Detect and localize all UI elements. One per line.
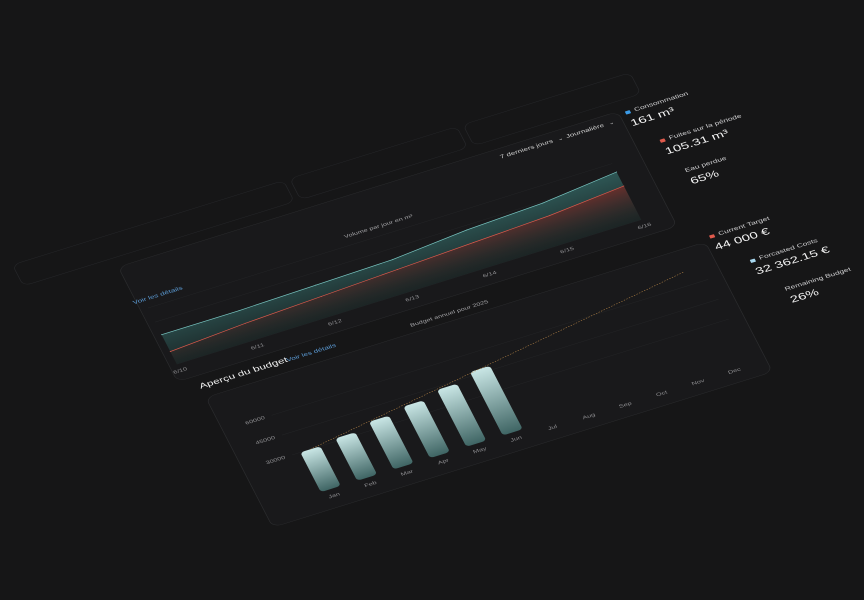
dashboard-plane: Voir les détails Volume par jour en m³ 7… bbox=[11, 40, 864, 540]
data-point bbox=[615, 171, 618, 173]
data-point bbox=[161, 334, 163, 336]
series-area-1 bbox=[170, 186, 642, 365]
x-tick-label: 6/10 bbox=[172, 366, 189, 375]
x-tick-label: 6/12 bbox=[327, 318, 344, 327]
budget-card: Budget annuel pour 2025 30000 45000 60000 … bbox=[205, 241, 773, 528]
dashboard-screen: Voir les détails Volume par jour en m³ 7… bbox=[11, 72, 852, 583]
granularity-select[interactable]: Journalière ⌄ bbox=[564, 119, 616, 140]
data-point bbox=[315, 284, 317, 286]
x-tick-label: Apr bbox=[437, 458, 450, 466]
budget-bar bbox=[336, 433, 377, 480]
data-point bbox=[391, 259, 393, 261]
legend-swatch bbox=[708, 233, 716, 239]
chevron-down-icon: ⌄ bbox=[607, 119, 616, 126]
x-tick-label: 6/16 bbox=[637, 222, 654, 231]
gridline bbox=[154, 177, 620, 323]
x-tick-label: Jun bbox=[509, 435, 523, 444]
x-tick-label: Jul bbox=[547, 424, 558, 432]
x-tick-label: Sep bbox=[618, 401, 633, 410]
data-point bbox=[623, 185, 625, 187]
stat-label-text: Remaining Budget bbox=[783, 266, 852, 293]
range-select-label: 7 derniers jours bbox=[499, 138, 555, 160]
y-tick-label: 45000 bbox=[255, 435, 277, 446]
data-point bbox=[244, 322, 247, 324]
x-tick-label: Mar bbox=[400, 469, 414, 478]
budget-bar bbox=[370, 416, 413, 469]
data-point bbox=[169, 351, 171, 352]
data-point bbox=[548, 215, 550, 217]
budget-bar bbox=[438, 384, 486, 446]
y-tick-label: 30000 bbox=[265, 455, 287, 466]
budget-bar bbox=[301, 447, 340, 492]
stat-label: Remaining Budget bbox=[784, 267, 852, 293]
range-select[interactable]: 7 derniers jours ⌄ bbox=[499, 135, 564, 160]
data-point bbox=[320, 295, 323, 297]
budget-bar-chart: 30000 45000 60000 Jan Feb Mar Apr May Jun Jul Aug… bbox=[244, 271, 742, 500]
y-tick-label: 60000 bbox=[244, 415, 266, 426]
chevron-down-icon: ⌄ bbox=[556, 135, 565, 142]
data-point bbox=[542, 202, 544, 204]
data-point bbox=[466, 229, 468, 231]
x-tick-label: Jan bbox=[327, 491, 341, 500]
data-point bbox=[472, 242, 474, 243]
x-tick-label: 6/14 bbox=[482, 270, 499, 279]
x-tick-label: Dec bbox=[727, 367, 742, 376]
legend-swatch bbox=[659, 138, 666, 143]
granularity-select-label: Journalière bbox=[564, 122, 606, 140]
gridline bbox=[291, 318, 729, 456]
legend-swatch bbox=[624, 109, 632, 115]
data-point bbox=[238, 310, 240, 312]
x-tick-label: 6/13 bbox=[404, 294, 421, 303]
x-tick-label: Aug bbox=[582, 412, 597, 421]
data-point bbox=[396, 269, 398, 270]
x-tick-label: May bbox=[472, 446, 489, 455]
budget-bar bbox=[471, 366, 522, 435]
gridline bbox=[271, 279, 709, 416]
x-tick-label: 6/15 bbox=[559, 246, 576, 255]
consumption-card: Voir les détails Volume par jour en m³ 7… bbox=[117, 111, 678, 383]
x-tick-label: Nov bbox=[691, 378, 707, 387]
x-tick-label: Feb bbox=[363, 480, 378, 489]
gridline bbox=[281, 299, 719, 436]
legend-swatch bbox=[749, 258, 757, 263]
consumption-area-chart: 6/10 6/11 6/12 6/13 6/14 6/15 6/16 bbox=[147, 163, 654, 375]
x-tick-label: 6/11 bbox=[250, 342, 266, 351]
budget-bar bbox=[404, 401, 449, 458]
x-tick-label: Oct bbox=[655, 390, 669, 398]
gridline bbox=[147, 163, 613, 309]
